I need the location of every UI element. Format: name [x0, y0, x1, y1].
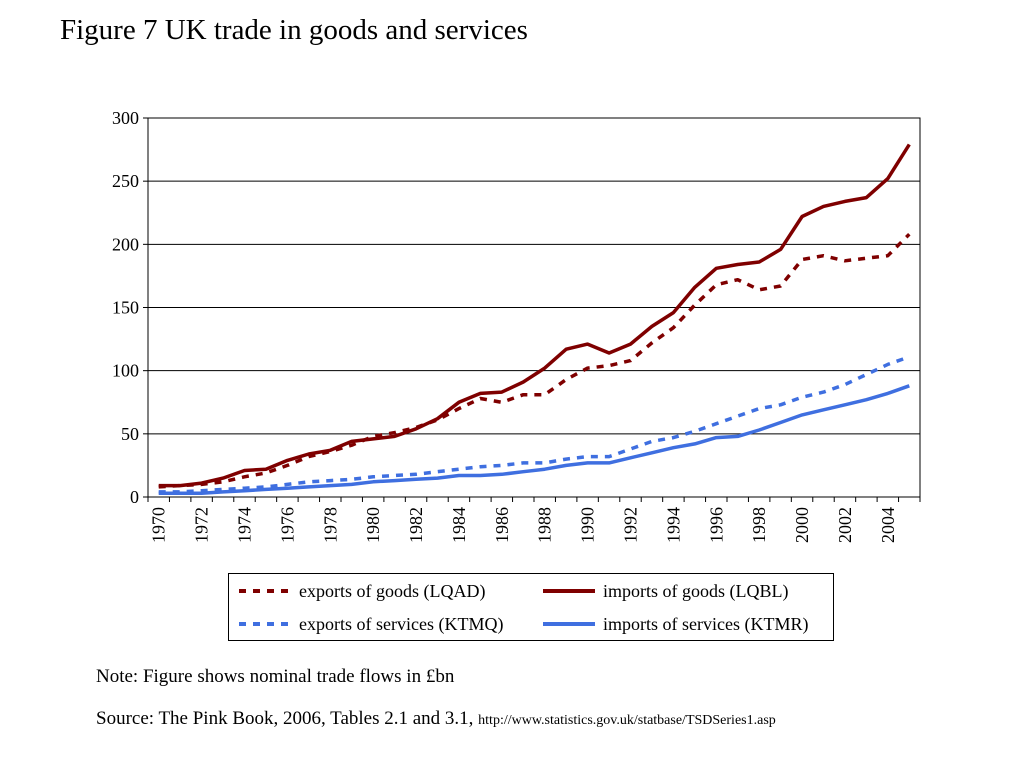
chart-legend: exports of goods (LQAD) imports of goods… — [228, 573, 834, 641]
legend-swatch — [543, 589, 595, 593]
source-text: Source: The Pink Book, 2006, Tables 2.1 … — [96, 708, 479, 729]
x-tick-label: 1984 — [449, 507, 469, 543]
x-tick-label: 1974 — [235, 507, 255, 543]
chart-title: Figure 7 UK trade in goods and services — [60, 14, 528, 46]
x-tick-label: 1992 — [621, 507, 641, 543]
legend-label: imports of services (KTMR) — [603, 613, 809, 634]
x-tick-label: 2002 — [835, 507, 855, 543]
x-tick-label: 1998 — [749, 507, 769, 543]
legend-label: imports of goods (LQBL) — [603, 580, 789, 601]
y-tick-label: 200 — [112, 234, 139, 254]
legend-item-imports-services: imports of services (KTMR) — [541, 612, 808, 636]
legend-swatch — [543, 622, 595, 626]
legend-item-exports-goods: exports of goods (LQAD) — [237, 579, 485, 603]
series-line-1 — [158, 143, 911, 488]
x-tick-label: 1988 — [535, 507, 555, 543]
x-tick-label: 1976 — [277, 507, 297, 543]
y-tick-label: 300 — [112, 108, 139, 128]
series-line-2 — [158, 355, 910, 494]
y-tick-label: 100 — [112, 361, 139, 381]
x-tick-label: 1994 — [663, 507, 683, 543]
x-tick-label: 1978 — [320, 507, 340, 543]
legend-swatch — [239, 589, 291, 593]
source-url: http://www.statistics.gov.uk/statbase/TS… — [478, 713, 776, 728]
y-tick-label: 250 — [112, 171, 139, 191]
legend-label: exports of services (KTMQ) — [299, 613, 504, 634]
legend-label: exports of goods (LQAD) — [299, 580, 486, 601]
series-line-0 — [158, 232, 911, 489]
x-tick-label: 2000 — [792, 507, 812, 543]
x-tick-label: 1986 — [492, 507, 512, 543]
series-line-3 — [158, 384, 910, 495]
x-tick-label: 1996 — [706, 507, 726, 543]
legend-swatch — [239, 622, 291, 626]
x-tick-label: 1970 — [149, 507, 169, 543]
x-tick-label: 1972 — [192, 507, 212, 543]
x-tick-label: 2004 — [878, 507, 898, 543]
legend-item-exports-services: exports of services (KTMQ) — [237, 612, 503, 636]
chart-source: Source: The Pink Book, 2006, Tables 2.1 … — [96, 708, 776, 730]
x-tick-label: 1982 — [406, 507, 426, 543]
chart-note: Note: Figure shows nominal trade flows i… — [96, 666, 455, 687]
y-tick-label: 50 — [121, 424, 139, 444]
x-tick-label: 1990 — [578, 507, 598, 543]
y-tick-label: 150 — [112, 298, 139, 318]
y-tick-label: 0 — [130, 487, 139, 507]
line-chart: 0 50 100 150 200 250 300 1970 1972 1974 1976 1978 19… — [112, 108, 921, 543]
x-tick-label: 1980 — [363, 507, 383, 543]
legend-item-imports-goods: imports of goods (LQBL) — [541, 579, 788, 603]
